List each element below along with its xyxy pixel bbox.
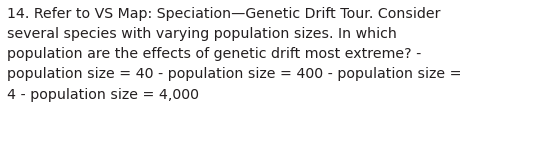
Text: 14. Refer to VS Map: Speciation—Genetic Drift Tour. Consider
several species wit: 14. Refer to VS Map: Speciation—Genetic … [7, 7, 462, 101]
